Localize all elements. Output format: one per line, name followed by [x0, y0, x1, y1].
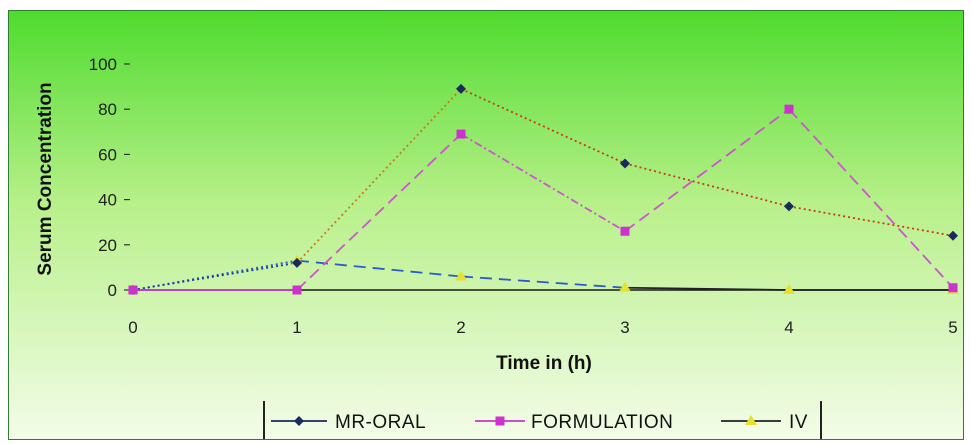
- mr-oral-marker: [620, 158, 630, 169]
- formulation-line-segment: [624, 108, 790, 232]
- iv-marker: [619, 281, 631, 292]
- x-axis-title: Time in (h): [496, 353, 592, 374]
- y-axis-title: Serum Concentration: [35, 82, 56, 275]
- iv-line-segment: [624, 286, 790, 291]
- x-tick-label: 2: [456, 318, 465, 337]
- formulation-line-segment: [296, 133, 462, 291]
- x-tick-label: 3: [620, 318, 629, 337]
- y-tick-label: 0: [108, 281, 117, 300]
- formulation-line-segment: [788, 108, 954, 289]
- iv-line-segment: [460, 275, 626, 289]
- chart-frame: Serum Concentration Time in (h) 0 20 40 60 8…: [8, 10, 964, 440]
- y-axis-ticks: 0 20 40 60 80 100: [89, 55, 130, 300]
- formulation-marker: [128, 285, 138, 295]
- y-tick-label: 100: [89, 55, 117, 74]
- formulation-marker: [784, 104, 794, 114]
- iv-marker: [783, 284, 795, 294]
- legend-iv-marker: [745, 415, 757, 425]
- legend-mr-oral-label: MR-ORAL: [335, 412, 426, 433]
- legend-items: MR-ORAL FORMULATION IV: [271, 412, 808, 433]
- legend: MR-ORAL FORMULATION IV: [263, 401, 822, 439]
- formulation-marker: [456, 129, 466, 139]
- y-tick-label: 80: [98, 100, 117, 119]
- x-tick-label: 0: [128, 318, 137, 337]
- iv-marker: [455, 270, 467, 281]
- formulation-marker: [620, 226, 630, 236]
- y-tick-label: 60: [98, 145, 117, 164]
- formulation-marker: [292, 285, 302, 295]
- line-chart: Serum Concentration Time in (h) 02040608…: [9, 11, 963, 439]
- x-tick-label: 4: [784, 318, 793, 337]
- series-markers: [127, 83, 959, 295]
- chart-background: [9, 11, 963, 439]
- x-tick-label: 5: [948, 318, 957, 337]
- x-tick-label: 1: [292, 318, 301, 337]
- legend-mr-oral-marker: [294, 416, 304, 426]
- y-tick-label: 20: [98, 236, 117, 255]
- mr-oral-marker: [784, 201, 794, 212]
- formulation-marker: [948, 283, 958, 293]
- mr-oral-line-segment: [624, 162, 790, 208]
- mr-oral-marker: [456, 83, 466, 94]
- series-lines: [132, 88, 954, 291]
- legend-iv-label: IV: [789, 412, 808, 433]
- legend-formulation-marker: [495, 416, 505, 426]
- mr-oral-line-segment: [460, 88, 626, 165]
- x-axis-ticks: 0 1 2 3 4 5: [128, 318, 957, 337]
- mr-oral-marker: [292, 257, 302, 268]
- mr-oral-marker: [948, 230, 958, 241]
- legend-formulation-label: FORMULATION: [531, 412, 673, 433]
- y-tick-label: 40: [98, 191, 117, 210]
